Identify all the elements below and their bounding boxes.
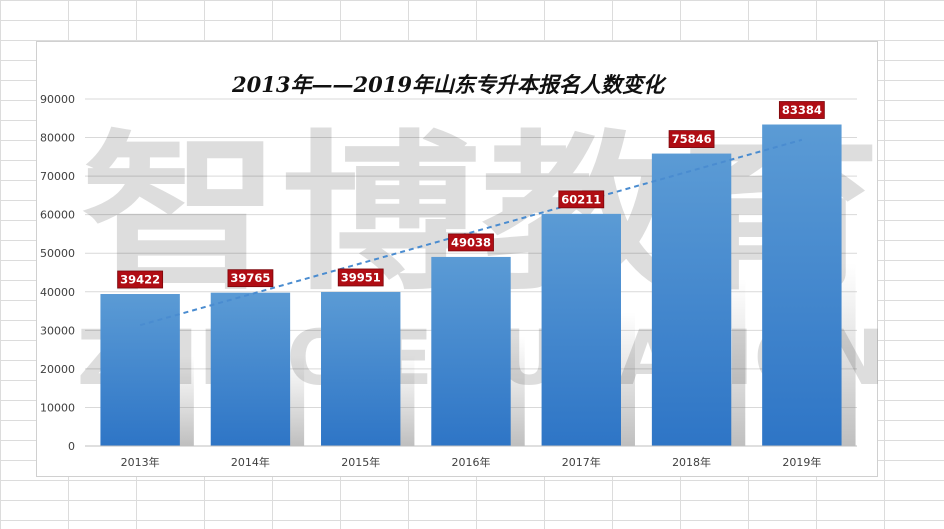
y-tick-label: 80000 [40,132,75,145]
x-tick-label: 2013年 [121,455,160,469]
y-tick-label: 20000 [40,363,75,376]
y-tick-label: 60000 [40,209,75,222]
trendline [139,138,803,327]
y-tick-label: 10000 [40,401,75,414]
data-label-box [778,101,825,119]
x-tick-label: 2019年 [782,455,821,469]
data-label: 83384 [782,103,822,117]
y-tick-label: 70000 [40,170,75,183]
data-label-box [227,269,274,288]
bar-2015年[interactable] [321,291,401,446]
bar-2014年[interactable] [210,292,291,446]
bar-2017年[interactable] [541,213,621,446]
data-label: 60211 [561,192,601,206]
chart-frame[interactable]: 智博教育 ZHIBO EDUCATION 3942239765399514903… [36,41,879,477]
x-tick-label: 2014年 [231,455,270,469]
bar-2019年[interactable] [762,124,842,446]
data-label-box [668,130,715,148]
data-label-box [558,190,605,209]
data-label-box [117,270,164,289]
data-label: 39422 [120,273,160,287]
y-tick-label: 40000 [40,286,75,299]
y-tick-label: 50000 [40,247,75,260]
x-tick-label: 2017年 [562,455,601,469]
bar-2018年[interactable] [651,153,732,446]
data-label-box [337,268,384,287]
data-label: 75846 [672,132,712,146]
data-label-box [448,233,494,252]
bar-chart: 智博教育 ZHIBO EDUCATION 3942239765399514903… [40,93,879,469]
y-tick-label: 0 [68,440,75,453]
y-tick-label: 90000 [40,93,75,106]
x-tick-label: 2015年 [341,455,380,469]
x-tick-label: 2016年 [452,455,491,469]
data-label: 49038 [451,235,491,249]
bar-2013年[interactable] [100,294,180,446]
data-label: 39951 [341,270,381,284]
data-label: 39765 [230,271,270,285]
y-tick-label: 30000 [40,324,75,337]
x-tick-label: 2018年 [672,455,711,469]
chart-title: 2013年——2019年山东专升本报名人数变化 [232,72,664,97]
bar-2016年[interactable] [431,256,511,446]
